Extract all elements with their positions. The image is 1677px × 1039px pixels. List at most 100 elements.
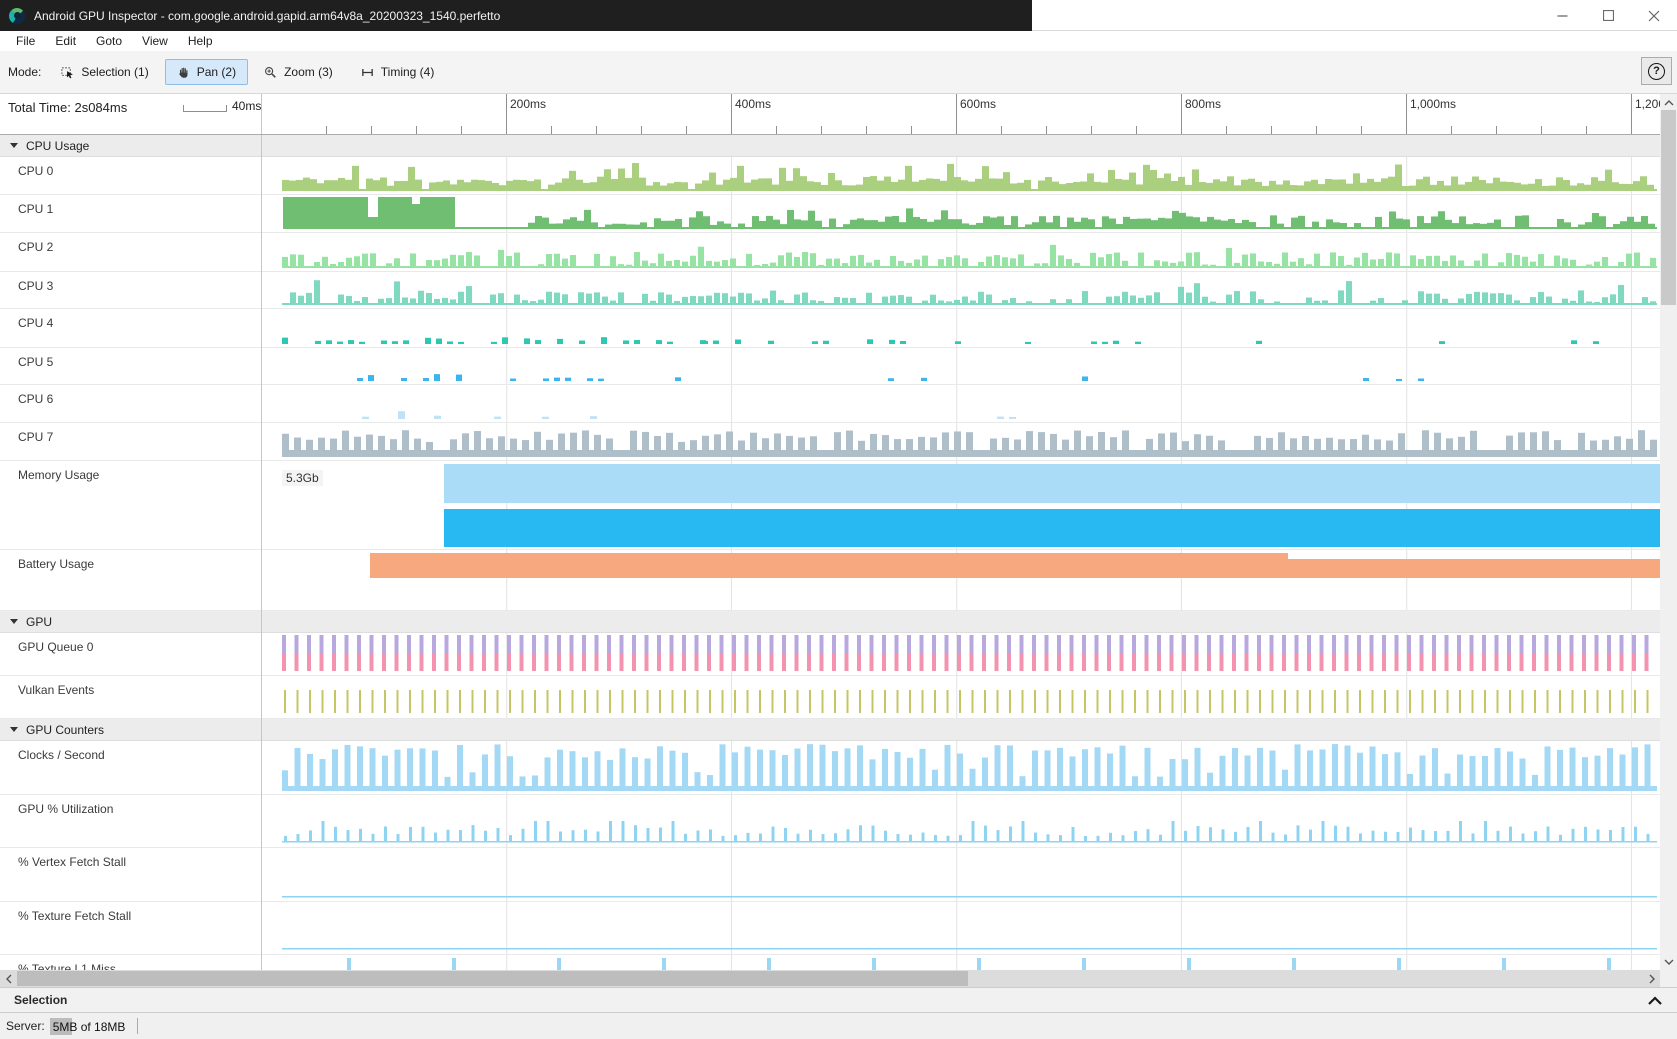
track-row-cpu-7[interactable]: CPU 7: [0, 423, 1660, 461]
track-label: CPU 1: [18, 202, 54, 216]
ruler-minor-tick: [1361, 126, 1362, 134]
track-canvas-cpu-0[interactable]: [262, 157, 1660, 194]
server-memory-indicator: 5MB of 18MB: [49, 1017, 128, 1035]
track-row-cpu-4[interactable]: CPU 4: [0, 309, 1660, 348]
track-label: GPU % Utilization: [18, 802, 114, 816]
track-label: Memory Usage: [18, 468, 100, 482]
track-label: Clocks / Second: [18, 748, 105, 762]
ruler-major-gridline: [1406, 94, 1407, 134]
track-canvas-memory-usage[interactable]: [262, 461, 1660, 549]
minimize-button[interactable]: [1539, 0, 1585, 31]
track-canvas-cpu-5[interactable]: [262, 348, 1660, 384]
track-canvas-clocks-second[interactable]: [262, 741, 1660, 794]
section-header-gpu-counters[interactable]: GPU Counters: [0, 719, 1660, 741]
total-time-label: Total Time: 2s084ms: [8, 100, 128, 115]
track-canvas-battery-usage[interactable]: [262, 550, 1660, 610]
track-row-cpu-6[interactable]: CPU 6: [0, 385, 1660, 423]
ruler-minor-tick: [1226, 126, 1227, 134]
track-row-vulkan-events[interactable]: Vulkan Events: [0, 676, 1660, 719]
mode-label: Mode:: [8, 65, 42, 79]
track-row-gpu-utilization[interactable]: GPU % Utilization: [0, 795, 1660, 848]
ruler-minor-tick: [1001, 126, 1002, 134]
ruler-minor-tick: [596, 126, 597, 134]
track-label: CPU 5: [18, 355, 54, 369]
close-button[interactable]: [1631, 0, 1677, 31]
track-row-texture-fetch-stall[interactable]: % Texture Fetch Stall: [0, 902, 1660, 955]
track-canvas-vulkan-events[interactable]: [262, 676, 1660, 718]
track-canvas-vertex-fetch-stall[interactable]: [262, 848, 1660, 901]
timing-mode-button[interactable]: Timing (4): [349, 59, 447, 85]
track-row-cpu-3[interactable]: CPU 3: [0, 272, 1660, 309]
app-icon: [9, 7, 25, 24]
help-button[interactable]: ?: [1641, 57, 1672, 85]
track-canvas-cpu-1[interactable]: [262, 195, 1660, 232]
track-label: CPU 3: [18, 279, 54, 293]
section-header-cpu-usage[interactable]: CPU Usage: [0, 135, 1660, 157]
track-row-memory-usage[interactable]: Memory Usage 5.3Gb: [0, 461, 1660, 550]
track-row-battery-usage[interactable]: Battery Usage: [0, 550, 1660, 611]
ruler-tick-label: 800ms: [1185, 97, 1222, 111]
track-row-gpu-queue-0[interactable]: GPU Queue 0: [0, 633, 1660, 676]
horizontal-scrollbar[interactable]: [0, 970, 1660, 987]
ruler-minor-tick: [326, 126, 327, 134]
track-row-cpu-0[interactable]: CPU 0: [0, 157, 1660, 195]
section-header-gpu[interactable]: GPU: [0, 611, 1660, 633]
track-canvas-cpu-2[interactable]: [262, 233, 1660, 271]
scroll-left-arrow-icon[interactable]: [0, 970, 17, 987]
menu-item-edit[interactable]: Edit: [55, 33, 77, 48]
ruler-tick-label: 600ms: [960, 97, 997, 111]
pan-mode-button[interactable]: Pan (2): [164, 59, 249, 85]
track-row-cpu-1[interactable]: CPU 1: [0, 195, 1660, 233]
track-row-cpu-2[interactable]: CPU 2: [0, 233, 1660, 272]
scale-bracket: [183, 105, 227, 112]
scroll-right-arrow-icon[interactable]: [1643, 970, 1660, 987]
track-canvas-cpu-3[interactable]: [262, 272, 1660, 308]
server-memory-progress-fill: [49, 1017, 72, 1035]
track-canvas-texture-l1-miss[interactable]: [262, 955, 1660, 970]
track-label: % Texture L1 Miss: [18, 962, 116, 970]
maximize-button[interactable]: [1585, 0, 1631, 31]
menu-item-view[interactable]: View: [142, 33, 168, 48]
track-row-texture-l1-miss[interactable]: % Texture L1 Miss: [0, 955, 1660, 970]
ruler-canvas[interactable]: 200ms 400ms 600ms 800ms 1,000ms 1,200ms: [262, 94, 1660, 134]
zoom-mode-button[interactable]: Zoom (3): [252, 59, 345, 85]
track-canvas-texture-fetch-stall[interactable]: [262, 902, 1660, 954]
title-bar: Android GPU Inspector - com.google.andro…: [0, 0, 1677, 31]
track-label: % Vertex Fetch Stall: [18, 855, 127, 869]
ruler-minor-tick: [641, 126, 642, 134]
track-canvas-gpu-utilization[interactable]: [262, 795, 1660, 847]
window-title: Android GPU Inspector - com.google.andro…: [34, 8, 501, 23]
ruler-minor-tick: [821, 126, 822, 134]
timeline-tracks[interactable]: CPU Usage CPU 0 CPU 1 CPU 2 CPU 3 CPU 4 CPU 5 C…: [0, 135, 1660, 970]
ruler-minor-tick: [371, 126, 372, 134]
ruler-tick-label: 1,000ms: [1410, 97, 1457, 111]
ruler-minor-tick: [1136, 126, 1137, 134]
scroll-down-arrow-icon[interactable]: [1660, 953, 1677, 970]
vertical-scroll-thumb[interactable]: [1661, 110, 1676, 305]
collapse-chevron-icon[interactable]: [1647, 993, 1663, 1011]
vertical-scrollbar[interactable]: [1660, 94, 1677, 970]
section-label: GPU: [26, 614, 53, 629]
menu-item-help[interactable]: Help: [187, 33, 213, 48]
track-label: Battery Usage: [18, 557, 95, 571]
track-canvas-cpu-4[interactable]: [262, 309, 1660, 347]
status-separator: [136, 1018, 138, 1034]
timeline-ruler[interactable]: Total Time: 2s084ms 40ms 200ms 400ms 600ms…: [0, 94, 1660, 135]
ruler-minor-tick: [461, 126, 462, 134]
menu-item-file[interactable]: File: [16, 33, 36, 48]
scroll-up-arrow-icon[interactable]: [1660, 94, 1677, 111]
track-row-cpu-5[interactable]: CPU 5: [0, 348, 1660, 385]
pan-icon: [177, 66, 190, 79]
track-label: Vulkan Events: [18, 683, 95, 697]
track-row-clocks-second[interactable]: Clocks / Second: [0, 741, 1660, 795]
track-row-vertex-fetch-stall[interactable]: % Vertex Fetch Stall: [0, 848, 1660, 902]
track-canvas-cpu-6[interactable]: [262, 385, 1660, 422]
time-gridlines: [262, 135, 1660, 970]
menu-item-goto[interactable]: Goto: [96, 33, 123, 48]
track-canvas-gpu-queue-0[interactable]: [262, 633, 1660, 675]
track-canvas-cpu-7[interactable]: [262, 423, 1660, 460]
ruler-major-gridline: [1181, 94, 1182, 134]
horizontal-scroll-thumb[interactable]: [17, 971, 968, 986]
selection-mode-button[interactable]: Selection (1): [49, 59, 160, 85]
selection-panel-header[interactable]: Selection: [0, 987, 1677, 1013]
